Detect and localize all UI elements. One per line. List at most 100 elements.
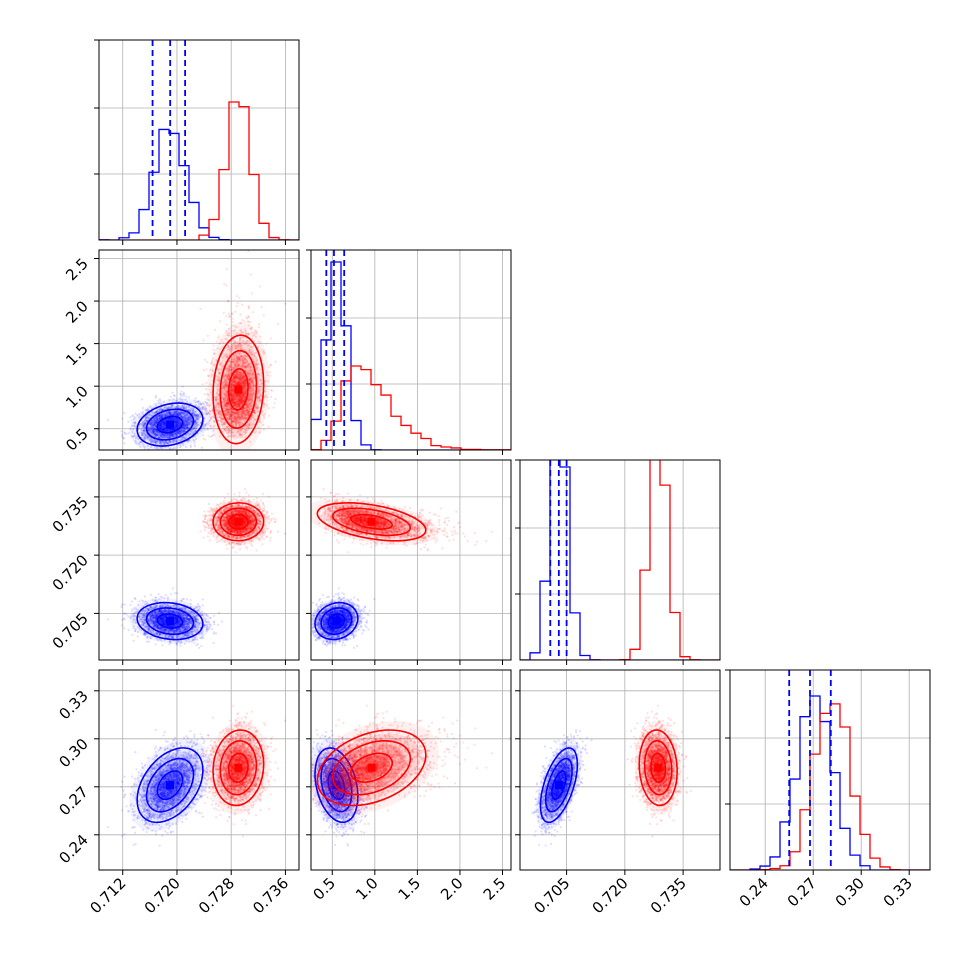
sample-point (193, 399, 196, 402)
sample-point (129, 416, 132, 419)
sample-point (171, 439, 174, 442)
sample-point (205, 401, 208, 405)
sample-point (175, 423, 178, 426)
sample-point (163, 415, 167, 418)
sample-point (164, 406, 167, 409)
sample-point (178, 413, 181, 416)
sample-point (153, 423, 156, 427)
sample-point (163, 423, 167, 427)
sample-point (196, 417, 199, 420)
sample-point (150, 445, 153, 448)
sample-point (195, 425, 199, 428)
sample-point (156, 446, 159, 449)
sample-point (178, 413, 181, 416)
sample-point (182, 416, 185, 420)
sample-point (148, 431, 151, 434)
sample-point (197, 399, 200, 403)
sample-point (163, 420, 166, 424)
sample-point (149, 427, 152, 430)
sample-point (167, 428, 171, 431)
sample-point (160, 427, 163, 431)
sample-point (166, 429, 169, 432)
sample-point (162, 428, 165, 431)
sample-point (143, 424, 146, 427)
sample-point (274, 360, 277, 363)
sample-point (121, 417, 124, 420)
sample-point (163, 421, 166, 425)
sample-point (160, 426, 163, 430)
sample-point (174, 410, 177, 413)
sample-point (163, 421, 166, 424)
sample-point (207, 398, 210, 402)
sample-point (205, 403, 208, 407)
sample-point (186, 421, 189, 424)
sample-point (150, 433, 154, 436)
sample-point (156, 433, 159, 437)
sample-point (176, 431, 179, 434)
sample-point (214, 397, 218, 400)
sample-point (180, 436, 183, 440)
sample-point (174, 420, 177, 423)
sample-point (146, 434, 149, 437)
sample-point (183, 426, 186, 429)
sample-point (177, 422, 180, 426)
sample-point (194, 413, 198, 417)
sample-point (187, 426, 190, 430)
sample-point (171, 416, 174, 420)
sample-point (164, 428, 168, 431)
sample-point (121, 433, 124, 437)
sample-point (170, 428, 173, 431)
sample-point (154, 394, 158, 398)
sample-point (141, 424, 145, 427)
sample-point (161, 416, 164, 419)
sample-point (175, 417, 178, 420)
sample-point (197, 405, 200, 408)
sample-point (160, 427, 163, 431)
sample-point (175, 423, 178, 426)
sample-point (160, 432, 164, 435)
sample-point (151, 424, 154, 428)
sample-point (164, 418, 168, 422)
sample-point (183, 417, 186, 420)
sample-point (175, 421, 178, 424)
sample-point (162, 420, 165, 423)
sample-point (201, 426, 204, 429)
sample-point (227, 312, 230, 315)
sample-point (184, 420, 187, 423)
sample-point (156, 431, 159, 434)
sample-point (174, 421, 177, 424)
sample-point (164, 437, 167, 440)
sample-point (194, 397, 197, 400)
sample-point (135, 435, 138, 438)
sample-point (193, 427, 196, 430)
sample-point (143, 419, 147, 422)
sample-point (172, 418, 175, 421)
sample-point (151, 428, 154, 431)
sample-point (148, 429, 151, 432)
sample-point (219, 320, 222, 323)
sample-point (153, 428, 157, 431)
sample-point (177, 421, 180, 424)
sample-point (178, 432, 182, 435)
sample-point (165, 435, 168, 438)
sample-point (189, 420, 193, 424)
sample-point (157, 439, 160, 443)
sample-point (166, 441, 169, 444)
sample-point (262, 314, 265, 317)
sample-point (153, 420, 156, 423)
sample-point (175, 432, 178, 435)
sample-point (194, 414, 198, 417)
sample-point (180, 430, 183, 433)
sample-point (172, 417, 175, 420)
sample-point (162, 428, 165, 431)
sample-point (144, 419, 147, 422)
sample-point (158, 413, 161, 416)
sample-point (177, 432, 180, 436)
sample-point (164, 427, 167, 430)
sample-point (208, 409, 212, 413)
sample-point (174, 440, 178, 444)
sample-point (160, 453, 162, 455)
sample-point (184, 420, 187, 423)
sample-point (122, 437, 125, 440)
sample-point (159, 422, 162, 425)
